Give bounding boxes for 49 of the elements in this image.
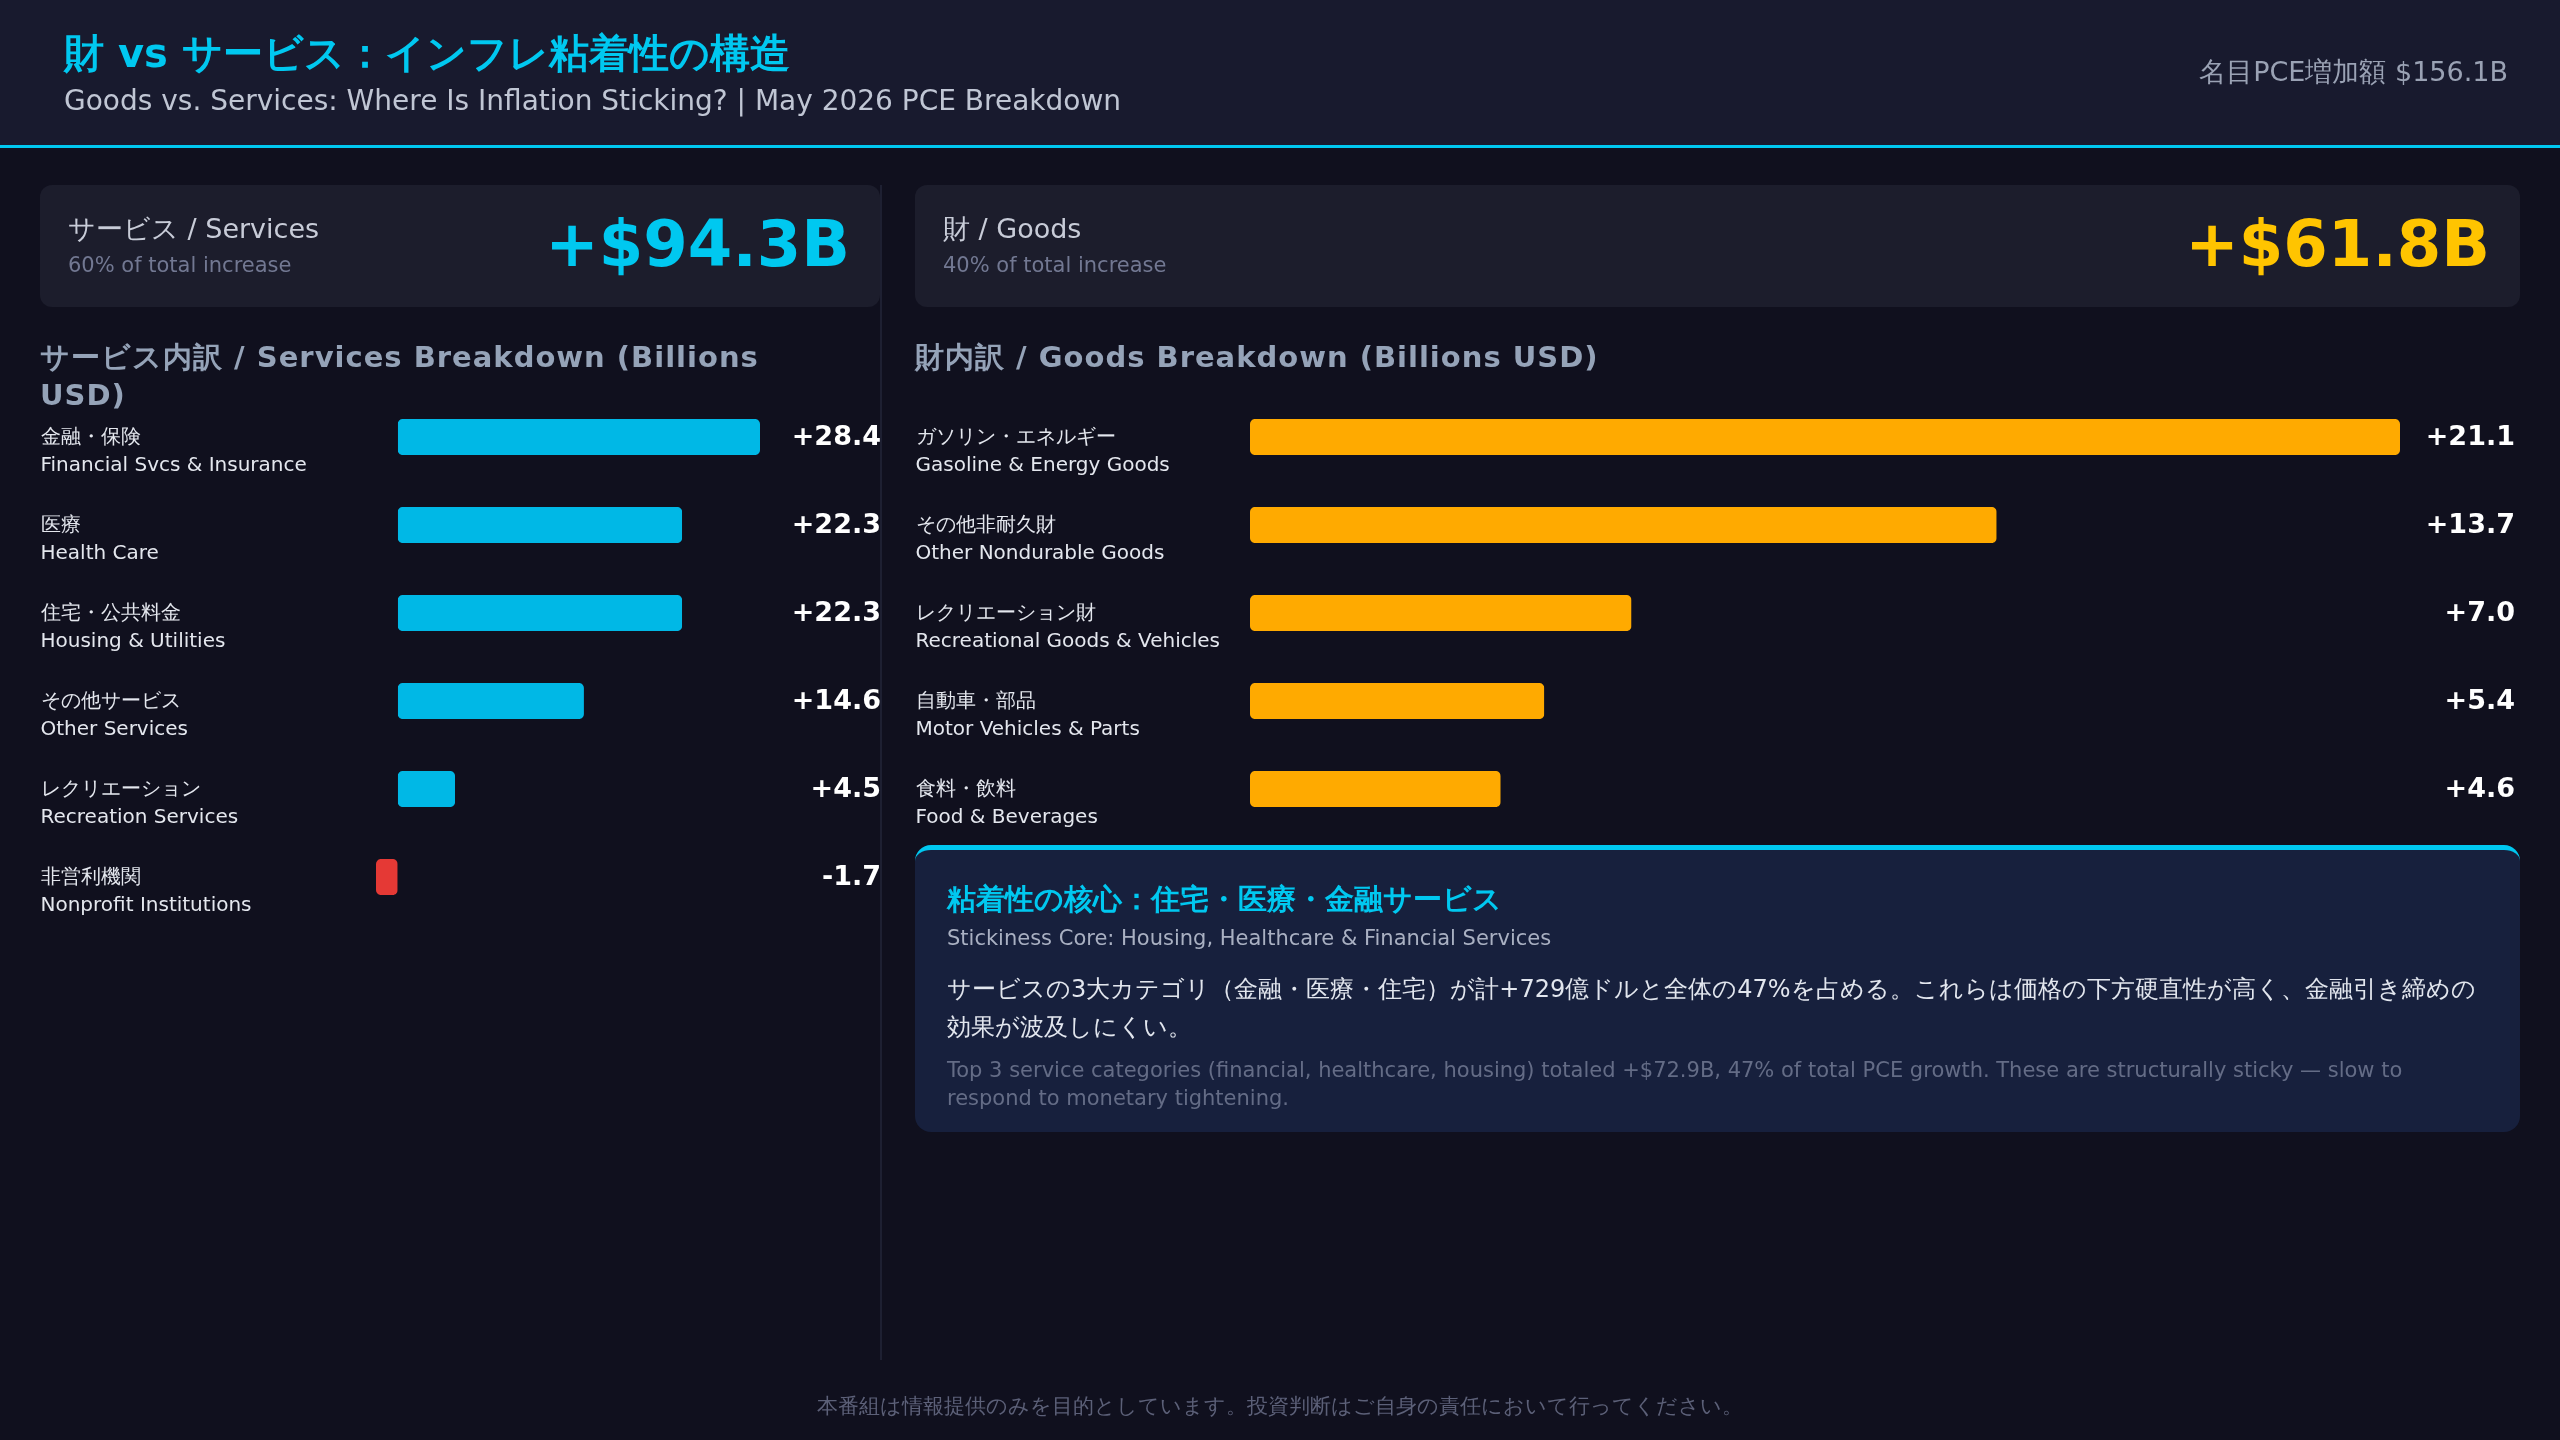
y-tick-label: ガソリン・エネルギー Gasoline & Energy Goods [915,424,1170,476]
data-label: +5.4 [2444,684,2515,715]
y-tick-label: 医療 Health Care [40,512,159,564]
data-label: +4.5 [810,772,881,803]
chart-title: 財内訳 / Goods Breakdown (Billions USD) [915,339,1599,376]
y-tick-label: その他非耐久財 Other Nondurable Goods [915,512,1165,564]
data-label: +22.3 [791,596,881,627]
data-label: +7.0 [2444,596,2515,627]
text: Goods vs. Services: Where Is Inflation Sticking? | May 2026 PCE Breakdown [64,84,1122,117]
text: 財 vs サービス：インフレ粘着性の構造 [64,29,790,78]
data-label: -1.7 [821,860,881,891]
chart-title: サービス内訳 / Services Breakdown (Billions USD) [40,339,760,412]
data-label: +4.6 [2444,772,2515,803]
text: 粘着性の核心：住宅・医療・金融サービス [947,881,1502,918]
y-tick-label: 非営利機関 Nonprofit Institutions [40,864,252,916]
text: 40% of total increase [943,253,1167,277]
y-tick-label: 住宅・公共料金 Housing & Utilities [39,600,226,652]
data-label: +14.6 [791,684,881,715]
bar [376,858,398,896]
bar [397,594,683,632]
bar [1250,506,1997,544]
y-tick-label: レクリエーション財 Recreational Goods & Vehicles [915,600,1220,652]
bar [397,418,760,456]
text: 本番組は情報提供のみを目的としています。投資判断はご自身の責任において行ってください。 [816,1393,1744,1420]
text: サービスの3大カテゴリ（金融・医療・住宅）が計+729億ドルと全体の47%を占める。これらは価格の下方硬直性が高く、金融引き締めの効果が波及しにくい。 [947,974,2477,1043]
bar [1250,682,1545,720]
y-tick-label: その他サービス Other Services [40,688,188,740]
data-label: +21.1 [2425,420,2515,451]
bar [397,506,683,544]
data-label: +22.3 [791,508,881,539]
bar [397,770,456,808]
text: Top 3 service categories (financial, healthcare, housing) totaled +$72.9B, 47% of total PCE growth. These are structurally sticky — slow to respond to monetary tightening. [947,1057,2404,1112]
text: Stickiness Core: Housing, Healthcare & Financial Services [947,926,1552,950]
data-label: +13.7 [2425,508,2515,539]
y-tick-label: 金融・保険 Financial Svcs & Insurance [40,424,307,476]
bar [1250,594,1632,632]
bar [1250,418,2400,456]
y-tick-label: 自動車・部品 Motor Vehicles & Parts [915,688,1140,740]
bar [397,682,584,720]
y-tick-label: 食料・飲料 Food & Beverages [915,776,1098,828]
text: 名目PCE増加額 $156.1B [2199,55,2508,89]
text: サービス / Services [68,212,320,246]
y-tick-label: レクリエーション Recreation Services [40,776,239,828]
bar [1250,770,1501,808]
text: 60% of total increase [68,253,292,277]
data-label: +28.4 [791,420,881,451]
text: +$94.3B [545,207,850,281]
text: 財 / Goods [943,212,1082,246]
text: +$61.8B [2185,207,2490,281]
